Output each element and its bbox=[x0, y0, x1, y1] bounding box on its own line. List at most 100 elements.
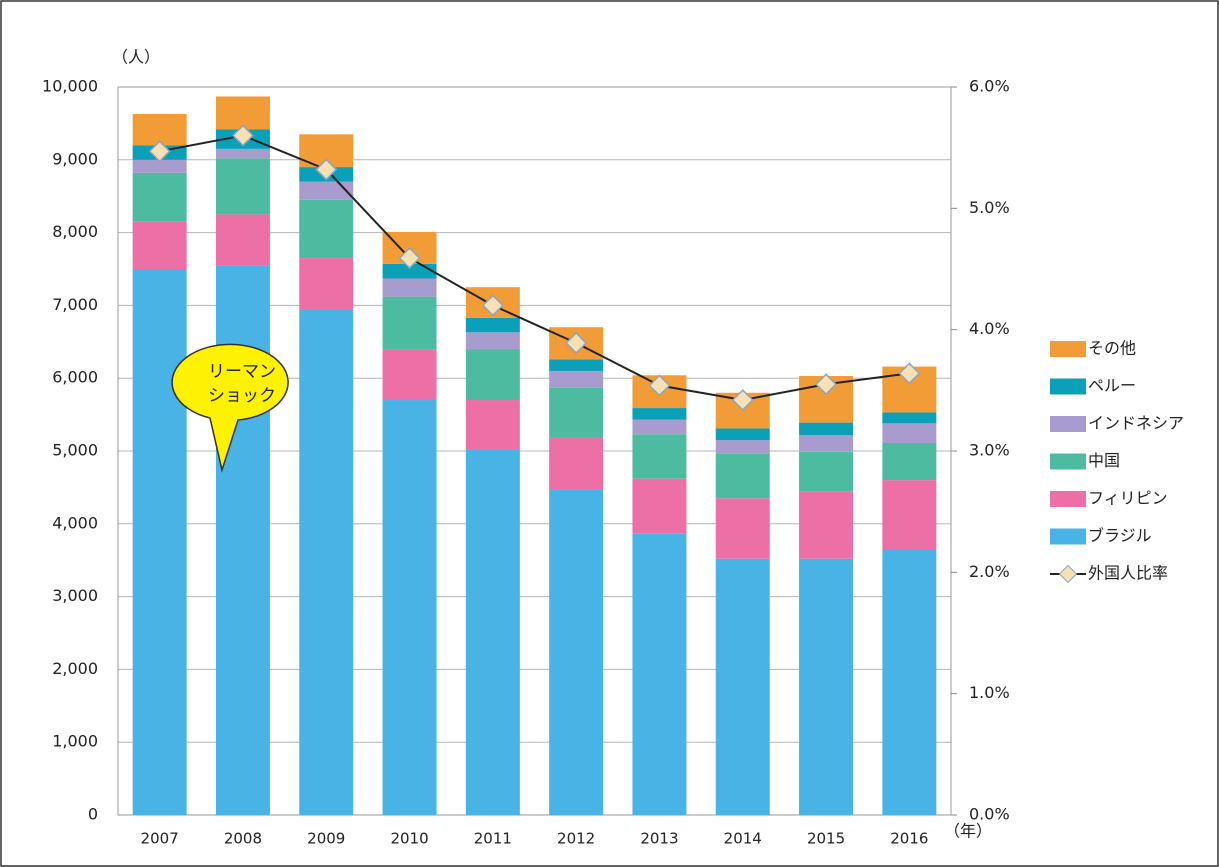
y-tick-label: 7,000 bbox=[52, 295, 98, 314]
y-tick-label: 10,000 bbox=[42, 77, 98, 96]
bar-segment bbox=[549, 489, 604, 815]
bar-segment bbox=[382, 278, 437, 297]
bar-segment bbox=[299, 258, 354, 310]
legend-label: ペルー bbox=[1088, 376, 1136, 395]
x-tick-label: 2014 bbox=[724, 830, 762, 848]
legend-label: フィリピン bbox=[1088, 489, 1168, 508]
bar-segment bbox=[549, 359, 604, 371]
ratio-marker bbox=[731, 389, 754, 412]
y2-tick-label: 4.0% bbox=[969, 319, 1010, 338]
annotation: リーマン bbox=[208, 362, 276, 382]
ratio-line bbox=[159, 134, 910, 402]
y2-tick-label: 0.0% bbox=[969, 805, 1010, 824]
legend-swatch bbox=[1050, 491, 1086, 507]
bar-segment bbox=[132, 221, 187, 269]
bar-segment bbox=[882, 412, 937, 424]
bar-segment bbox=[299, 199, 354, 259]
y-tick-label: 6,000 bbox=[52, 368, 98, 387]
y2-tick-label: 6.0% bbox=[969, 77, 1010, 96]
x-tick-label: 2008 bbox=[224, 830, 262, 848]
bar-segment bbox=[799, 558, 854, 815]
x-tick-label: 2015 bbox=[807, 830, 845, 848]
bar-segment bbox=[382, 349, 437, 401]
legend-label: 中国 bbox=[1088, 451, 1120, 470]
ratio-marker bbox=[565, 332, 588, 354]
bar-segment bbox=[799, 434, 854, 452]
bar-segment bbox=[382, 400, 437, 815]
legend-swatch bbox=[1050, 341, 1086, 357]
legend-label: その他 bbox=[1088, 339, 1136, 358]
bar-segment bbox=[132, 172, 187, 222]
bar-segment bbox=[549, 370, 604, 388]
bar-segment bbox=[382, 296, 437, 350]
y-tick-label: 8,000 bbox=[52, 222, 98, 241]
legend-swatch bbox=[1050, 528, 1086, 545]
bar-segment bbox=[632, 419, 687, 435]
legend-marker bbox=[1058, 564, 1078, 584]
legend-swatch bbox=[1050, 453, 1086, 470]
y2-tick-label: 5.0% bbox=[969, 198, 1010, 217]
bar-segment bbox=[882, 442, 937, 481]
bar-segment bbox=[715, 440, 770, 454]
bar-segment bbox=[715, 498, 770, 559]
legend-label: 外国人比率 bbox=[1088, 564, 1168, 583]
bar-segment bbox=[882, 550, 937, 815]
y2-tick-label: 3.0% bbox=[969, 441, 1010, 460]
bar-segment bbox=[882, 423, 937, 443]
bar-segment bbox=[465, 332, 520, 350]
y2-tick-label: 2.0% bbox=[969, 562, 1010, 581]
x-axis-label: （年） bbox=[944, 822, 992, 841]
x-tick-label: 2013 bbox=[640, 830, 678, 848]
y-tick-label: 1,000 bbox=[52, 732, 98, 751]
y-tick-label: 5,000 bbox=[52, 441, 98, 460]
ratio-marker bbox=[815, 373, 838, 396]
x-tick-label: 2009 bbox=[307, 830, 345, 848]
bar-segment bbox=[215, 148, 270, 159]
ratio-marker bbox=[398, 247, 421, 270]
legend-label: インドネシア bbox=[1088, 414, 1184, 433]
bar-segment bbox=[215, 158, 270, 215]
bar-segment bbox=[465, 349, 520, 401]
y2-tick-label: 1.0% bbox=[969, 683, 1010, 702]
y-axis-label: （人） bbox=[112, 48, 160, 67]
bar-segment bbox=[632, 533, 687, 815]
y-tick-label: 2,000 bbox=[52, 659, 98, 678]
bar-segment bbox=[215, 214, 270, 266]
legend-label: ブラジル bbox=[1088, 526, 1152, 545]
x-tick-label: 2010 bbox=[390, 830, 428, 848]
y-tick-label: 0 bbox=[88, 805, 98, 824]
y-tick-label: 3,000 bbox=[52, 586, 98, 605]
bar-segment bbox=[132, 269, 187, 815]
bar-segment bbox=[799, 491, 854, 559]
bar-segment bbox=[465, 449, 520, 815]
bar-segment bbox=[465, 317, 520, 333]
bar-segment bbox=[465, 400, 520, 450]
bar-segment bbox=[299, 309, 354, 815]
x-tick-label: 2012 bbox=[557, 830, 595, 848]
legend-swatch bbox=[1050, 416, 1086, 432]
bar-segment bbox=[882, 480, 937, 551]
callout bbox=[171, 343, 289, 473]
bar-segment bbox=[299, 181, 354, 200]
bar-segment bbox=[799, 451, 854, 492]
legend-swatch bbox=[1050, 378, 1086, 395]
bar-segment bbox=[549, 437, 604, 490]
bar-segment bbox=[382, 263, 437, 279]
bar-segment bbox=[632, 408, 687, 420]
bar-segment bbox=[132, 159, 187, 173]
bar-segment bbox=[799, 422, 854, 435]
bar-segment bbox=[715, 558, 770, 815]
bar-segment bbox=[632, 434, 687, 479]
x-tick-label: 2007 bbox=[141, 830, 179, 848]
ratio-marker bbox=[481, 294, 504, 317]
ratio-marker bbox=[648, 374, 671, 397]
bar-segment bbox=[549, 387, 604, 438]
y-tick-label: 4,000 bbox=[52, 513, 98, 532]
annotation: ショック bbox=[208, 386, 276, 406]
y-tick-label: 9,000 bbox=[52, 149, 98, 168]
bar-segment bbox=[715, 428, 770, 441]
bar-segment bbox=[632, 478, 687, 534]
bar-segment bbox=[715, 453, 770, 499]
